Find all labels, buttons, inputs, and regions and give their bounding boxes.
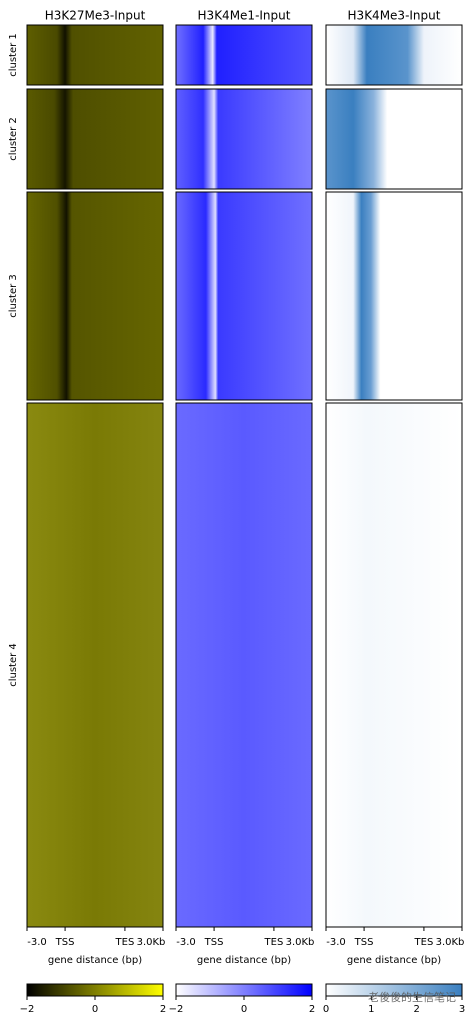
x-tick-label: TES <box>115 937 135 948</box>
heatmap-panel <box>26 88 164 190</box>
heatmap-panel <box>325 88 463 190</box>
x-tick-label: 3.0Kb <box>436 937 465 948</box>
x-tick-label: TSS <box>55 937 75 948</box>
cluster-label: cluster 1 <box>8 33 19 77</box>
colorbar-tick-label: 0 <box>241 1004 247 1015</box>
colorbar <box>325 983 463 997</box>
colorbar-tick-label: −2 <box>20 1004 35 1015</box>
cluster-label: cluster 2 <box>8 117 19 161</box>
column-title: H3K4Me3-Input <box>348 9 441 23</box>
x-tick-label: TES <box>264 937 284 948</box>
colorbar-tick-label: 2 <box>309 1004 315 1015</box>
heatmap-panel <box>325 191 463 401</box>
heatmap-panel <box>325 402 463 928</box>
heatmap-panel <box>26 402 164 928</box>
colorbar-tick-label: 1 <box>368 1004 374 1015</box>
column-title: H3K4Me1-Input <box>198 9 291 23</box>
heatmap-panel <box>26 191 164 401</box>
heatmap-panel <box>175 88 313 190</box>
heatmap-panel <box>175 402 313 928</box>
heatmap-panel <box>325 24 463 86</box>
column-title: H3K27Me3-Input <box>45 9 146 23</box>
x-axis-label: gene distance (bp) <box>347 955 441 966</box>
x-axis-label: gene distance (bp) <box>48 955 142 966</box>
cluster-label: cluster 3 <box>8 274 19 318</box>
colorbar-tick-label: −2 <box>169 1004 184 1015</box>
colorbar <box>175 983 313 997</box>
x-tick-label: -3.0 <box>176 937 196 948</box>
x-tick-label: -3.0 <box>326 937 346 948</box>
colorbar-tick-label: 2 <box>160 1004 166 1015</box>
watermark: 老俊俊的生信笔记 <box>368 990 456 1004</box>
x-tick-label: 3.0Kb <box>286 937 315 948</box>
x-tick-label: -3.0 <box>27 937 47 948</box>
cluster-label: cluster 4 <box>8 643 19 687</box>
colorbar-tick-label: 0 <box>92 1004 98 1015</box>
colorbar <box>26 983 164 997</box>
x-tick-label: TSS <box>204 937 224 948</box>
heatmap-panel <box>26 24 164 86</box>
x-axis-label: gene distance (bp) <box>197 955 291 966</box>
colorbar-tick-label: 0 <box>323 1004 329 1015</box>
heatmap-panel <box>175 24 313 86</box>
heatmap-panel <box>175 191 313 401</box>
colorbar-tick-label: 2 <box>413 1004 419 1015</box>
x-tick-label: 3.0Kb <box>137 937 166 948</box>
x-tick-label: TSS <box>354 937 374 948</box>
colorbar-tick-label: 3 <box>459 1004 465 1015</box>
x-tick-label: TES <box>414 937 434 948</box>
